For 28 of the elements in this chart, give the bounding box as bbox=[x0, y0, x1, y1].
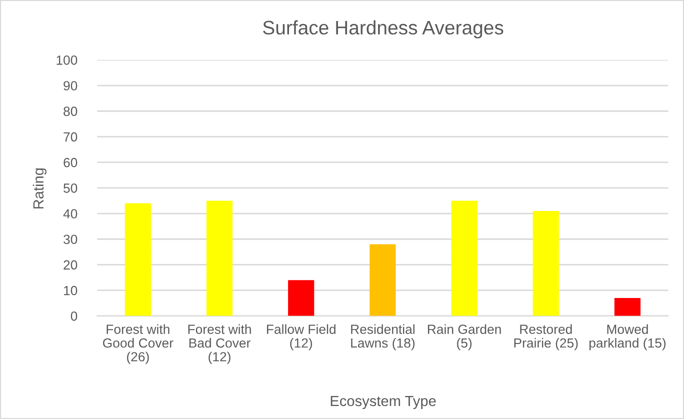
bar bbox=[206, 200, 233, 316]
x-tick-label: Forest with Bad Cover (12) bbox=[188, 324, 251, 364]
y-tick-label: 70 bbox=[64, 132, 78, 142]
y-axis-title: Rating bbox=[32, 168, 46, 208]
x-tick-label: Fallow Field (12) bbox=[266, 324, 336, 350]
bar bbox=[370, 244, 396, 316]
y-tick-label: 100 bbox=[56, 55, 78, 65]
chart-title: Surface Hardness Averages bbox=[263, 20, 504, 38]
x-tick-label: Restored Prairie (25) bbox=[514, 324, 578, 350]
y-tick-label: 90 bbox=[64, 81, 78, 90]
y-tick-label: 20 bbox=[64, 260, 78, 270]
y-tick-label: 80 bbox=[64, 106, 78, 116]
bar bbox=[288, 280, 314, 316]
y-tick-label: 10 bbox=[64, 286, 78, 296]
bar bbox=[124, 203, 151, 316]
y-tick-label: 40 bbox=[63, 209, 78, 218]
x-axis-title: Ecosystem Type bbox=[330, 396, 436, 410]
y-tick-label: 0 bbox=[70, 311, 78, 321]
x-tick-label: Rain Garden (5) bbox=[428, 324, 501, 350]
x-tick-label: Residential Lawns (18) bbox=[351, 324, 415, 350]
y-tick-label: 30 bbox=[64, 234, 78, 244]
y-tick-label: 60 bbox=[64, 158, 78, 168]
bar bbox=[614, 298, 641, 316]
bar bbox=[532, 210, 559, 316]
x-tick-label: Mowed parkland (15) bbox=[589, 324, 666, 350]
bar bbox=[451, 200, 478, 316]
x-tick-label: Forest with Good Cover (26) bbox=[103, 324, 174, 364]
y-tick-label: 50 bbox=[64, 183, 78, 193]
